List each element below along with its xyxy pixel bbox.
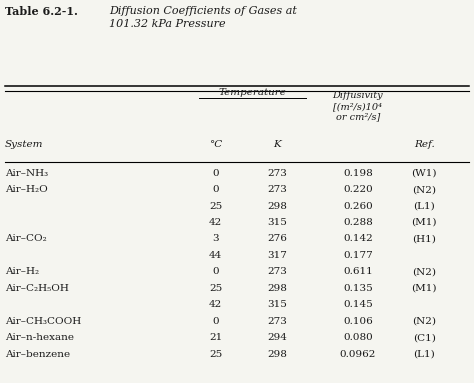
Text: 298: 298 (267, 350, 287, 359)
Text: °C: °C (209, 141, 222, 149)
Text: System: System (5, 141, 43, 149)
Text: Air–CH₃COOH: Air–CH₃COOH (5, 317, 81, 326)
Text: 0: 0 (212, 169, 219, 178)
Text: 298: 298 (267, 201, 287, 211)
Text: 0.611: 0.611 (343, 267, 373, 277)
Text: 317: 317 (267, 251, 287, 260)
Text: 25: 25 (209, 350, 222, 359)
Text: 315: 315 (267, 300, 287, 309)
Text: (M1): (M1) (411, 284, 437, 293)
Text: Air–H₂O: Air–H₂O (5, 185, 47, 194)
Text: Table 6.2-1.: Table 6.2-1. (5, 6, 78, 17)
Text: 0.0962: 0.0962 (340, 350, 376, 359)
Text: Ref.: Ref. (414, 141, 435, 149)
Text: 0: 0 (212, 185, 219, 194)
Text: 0.145: 0.145 (343, 300, 373, 309)
Text: (L1): (L1) (413, 350, 435, 359)
Text: 276: 276 (267, 234, 287, 244)
Text: (N2): (N2) (412, 267, 436, 277)
Text: 0.142: 0.142 (343, 234, 373, 244)
Text: 25: 25 (209, 284, 222, 293)
Text: 0.198: 0.198 (343, 169, 373, 178)
Text: Air–C₂H₅OH: Air–C₂H₅OH (5, 284, 69, 293)
Text: (C1): (C1) (413, 333, 436, 342)
Text: 298: 298 (267, 284, 287, 293)
Text: 273: 273 (267, 169, 287, 178)
Text: (L1): (L1) (413, 201, 435, 211)
Text: 25: 25 (209, 201, 222, 211)
Text: (W1): (W1) (411, 169, 437, 178)
Text: 42: 42 (209, 218, 222, 227)
Text: K: K (273, 141, 281, 149)
Text: 0.177: 0.177 (343, 251, 373, 260)
Text: (N2): (N2) (412, 317, 436, 326)
Text: 0.106: 0.106 (343, 317, 373, 326)
Text: 21: 21 (209, 333, 222, 342)
Text: Diffusivity
[(m²/s)10⁴
or cm²/s]: Diffusivity [(m²/s)10⁴ or cm²/s] (333, 91, 383, 122)
Text: 0.260: 0.260 (343, 201, 373, 211)
Text: Temperature: Temperature (219, 88, 286, 97)
Text: 273: 273 (267, 267, 287, 277)
Text: 0.080: 0.080 (343, 333, 373, 342)
Text: 0.135: 0.135 (343, 284, 373, 293)
Text: 3: 3 (212, 234, 219, 244)
Text: 0.220: 0.220 (343, 185, 373, 194)
Text: (N2): (N2) (412, 185, 436, 194)
Text: 44: 44 (209, 251, 222, 260)
Text: 0.288: 0.288 (343, 218, 373, 227)
Text: Air–benzene: Air–benzene (5, 350, 70, 359)
Text: Air–H₂: Air–H₂ (5, 267, 39, 277)
Text: Diffusion Coefficients of Gases at
101.32 kPa Pressure: Diffusion Coefficients of Gases at 101.3… (109, 6, 297, 29)
Text: 273: 273 (267, 317, 287, 326)
Text: (M1): (M1) (411, 218, 437, 227)
Text: 0: 0 (212, 267, 219, 277)
Text: Air–NH₃: Air–NH₃ (5, 169, 48, 178)
Text: 42: 42 (209, 300, 222, 309)
Text: 273: 273 (267, 185, 287, 194)
Text: 0: 0 (212, 317, 219, 326)
Text: (H1): (H1) (412, 234, 436, 244)
Text: 315: 315 (267, 218, 287, 227)
Text: Air–CO₂: Air–CO₂ (5, 234, 46, 244)
Text: 294: 294 (267, 333, 287, 342)
Text: Air–n-hexane: Air–n-hexane (5, 333, 74, 342)
